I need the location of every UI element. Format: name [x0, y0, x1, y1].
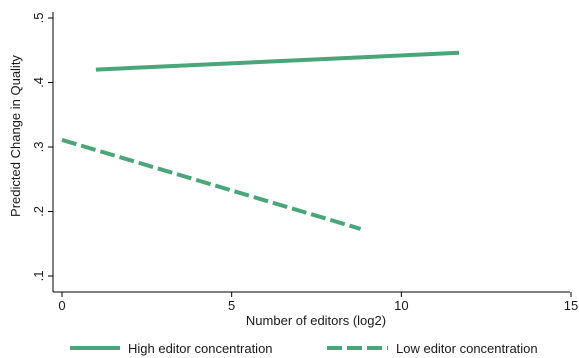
series-line-2 — [61, 137, 362, 231]
series-line-1 — [95, 50, 460, 72]
y-tick-label: .1 — [31, 271, 46, 282]
legend: High editor concentration Low editor conc… — [70, 341, 538, 356]
y-axis-title: Predicted Change in Quality — [8, 55, 23, 217]
x-axis-ticks: 0 5 10 15 — [58, 292, 578, 313]
legend-label-2: Low editor concentration — [396, 341, 538, 356]
x-tick-label: 10 — [394, 298, 408, 313]
y-tick-label: .5 — [31, 13, 46, 24]
y-tick-label: .3 — [31, 142, 46, 153]
x-tick-label: 15 — [564, 298, 578, 313]
x-tick-label: 5 — [228, 298, 235, 313]
legend-label-1: High editor concentration — [128, 341, 273, 356]
x-axis-title: Number of editors (log2) — [246, 313, 386, 328]
axes — [52, 12, 570, 293]
x-tick-label: 0 — [58, 298, 65, 313]
y-tick-label: .4 — [31, 77, 46, 88]
series-layer — [61, 50, 460, 231]
y-axis-ticks: .1 .2 .3 .4 .5 — [31, 13, 53, 282]
y-tick-label: .2 — [31, 206, 46, 217]
